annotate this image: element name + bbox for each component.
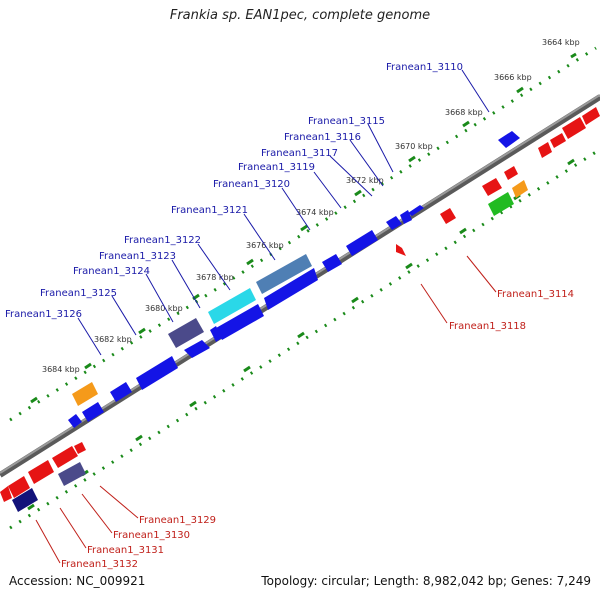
gene-franean1-3110[interactable] (498, 131, 520, 148)
gene-label[interactable]: Franean1_3125 (40, 288, 117, 299)
label-connectors-top (77, 69, 490, 356)
label-connectors-bottom (35, 255, 497, 564)
gene-franean1-3119[interactable] (346, 230, 378, 256)
gene-label[interactable]: Franean1_3132 (61, 559, 138, 570)
gene-franean1-3118[interactable] (396, 244, 406, 256)
ruler-track-top (9, 46, 597, 422)
gene-label[interactable]: Franean1_3121 (171, 205, 248, 216)
gene-franean1-3128[interactable] (72, 382, 98, 406)
gene-label[interactable]: Franean1_3118 (449, 321, 526, 332)
gene-labels-top: Franean1_3110 Franean1_3115 Franean1_311… (5, 62, 463, 320)
ruler-label: 3674 kbp (296, 208, 334, 217)
gene-labels-bottom: Franean1_3114 Franean1_3118 Franean1_312… (61, 289, 574, 570)
ruler-major-ticks-top (30, 52, 577, 404)
gene-franean1-3114[interactable] (482, 178, 502, 196)
ruler-label: 3664 kbp (542, 38, 580, 47)
gene-label[interactable]: Franean1_3122 (124, 235, 201, 246)
gene-franean1-3128c[interactable] (68, 414, 82, 428)
genes-bottom-strand (0, 107, 600, 512)
gene-franean1-3127[interactable] (110, 382, 132, 402)
ruler-label: 3666 kbp (494, 73, 532, 82)
gene-red-edge[interactable] (0, 486, 12, 502)
gene-label[interactable]: Franean1_3120 (213, 179, 290, 190)
gene-franean1-3124[interactable] (210, 326, 222, 342)
accession-text: Accession: NC_009921 (9, 574, 146, 588)
gene-label[interactable]: Franean1_3131 (87, 545, 164, 556)
ruler-label: 3670 kbp (395, 142, 433, 151)
gene-red-3129b[interactable] (74, 442, 86, 454)
gene-franean1-3116[interactable] (400, 210, 412, 224)
gene-label[interactable]: Franean1_3110 (386, 62, 463, 73)
gene-franean1-3129[interactable] (58, 462, 86, 486)
map-title: Frankia sp. EAN1pec, complete genome (169, 8, 431, 23)
gene-franean1-3117[interactable] (386, 216, 402, 230)
gene-franean1-3126[interactable] (136, 356, 178, 390)
gene-red-3113[interactable] (504, 166, 518, 180)
gene-franean1-3123b[interactable] (216, 304, 264, 340)
gene-label[interactable]: Franean1_3129 (139, 515, 216, 526)
gene-franean1-3121[interactable] (256, 254, 312, 294)
gene-franean1-3131[interactable] (8, 476, 30, 498)
genome-info-text: Topology: circular; Length: 8,982,042 bp… (261, 574, 591, 588)
gene-label[interactable]: Franean1_3115 (308, 116, 385, 127)
gene-green-3113[interactable] (488, 192, 514, 216)
gene-franean1-3125b[interactable] (184, 340, 210, 358)
gene-franean1-3115[interactable] (408, 205, 424, 216)
genes-top-strand (68, 131, 520, 428)
gene-franean1-3132[interactable] (12, 488, 38, 512)
gene-franean1-3125[interactable] (168, 318, 204, 348)
gene-label[interactable]: Franean1_3117 (261, 148, 338, 159)
gene-franean1-3130[interactable] (28, 460, 54, 484)
gene-franean1-3118-a[interactable] (440, 208, 456, 224)
gene-red-far-3[interactable] (550, 133, 566, 148)
gene-red-far-1[interactable] (562, 117, 586, 139)
gene-red-far-4[interactable] (538, 142, 552, 158)
gene-orange-3113[interactable] (512, 180, 528, 198)
gene-label[interactable]: Franean1_3114 (497, 289, 574, 300)
gene-red-3129a[interactable] (52, 446, 78, 468)
gene-label[interactable]: Franean1_3130 (113, 530, 190, 541)
gene-label[interactable]: Franean1_3124 (73, 266, 150, 277)
gene-label[interactable]: Franean1_3126 (5, 309, 82, 320)
gene-franean1-3120[interactable] (322, 254, 342, 272)
ruler-label: 3684 kbp (42, 365, 80, 374)
gene-label[interactable]: Franean1_3123 (99, 251, 176, 262)
gene-label[interactable]: Franean1_3116 (284, 132, 361, 143)
ruler-label: 3682 kbp (94, 335, 132, 344)
ruler-label: 3672 kbp (346, 176, 384, 185)
ruler-label: 3678 kbp (196, 273, 234, 282)
ruler-label: 3668 kbp (445, 108, 483, 117)
gene-franean1-3123[interactable] (208, 288, 256, 324)
gene-franean1-3122[interactable] (264, 268, 318, 310)
gene-label[interactable]: Franean1_3119 (238, 162, 315, 173)
gene-franean1-3128b[interactable] (82, 402, 104, 422)
gene-red-far-2[interactable] (582, 107, 600, 125)
ruler-label: 3680 kbp (145, 304, 183, 313)
